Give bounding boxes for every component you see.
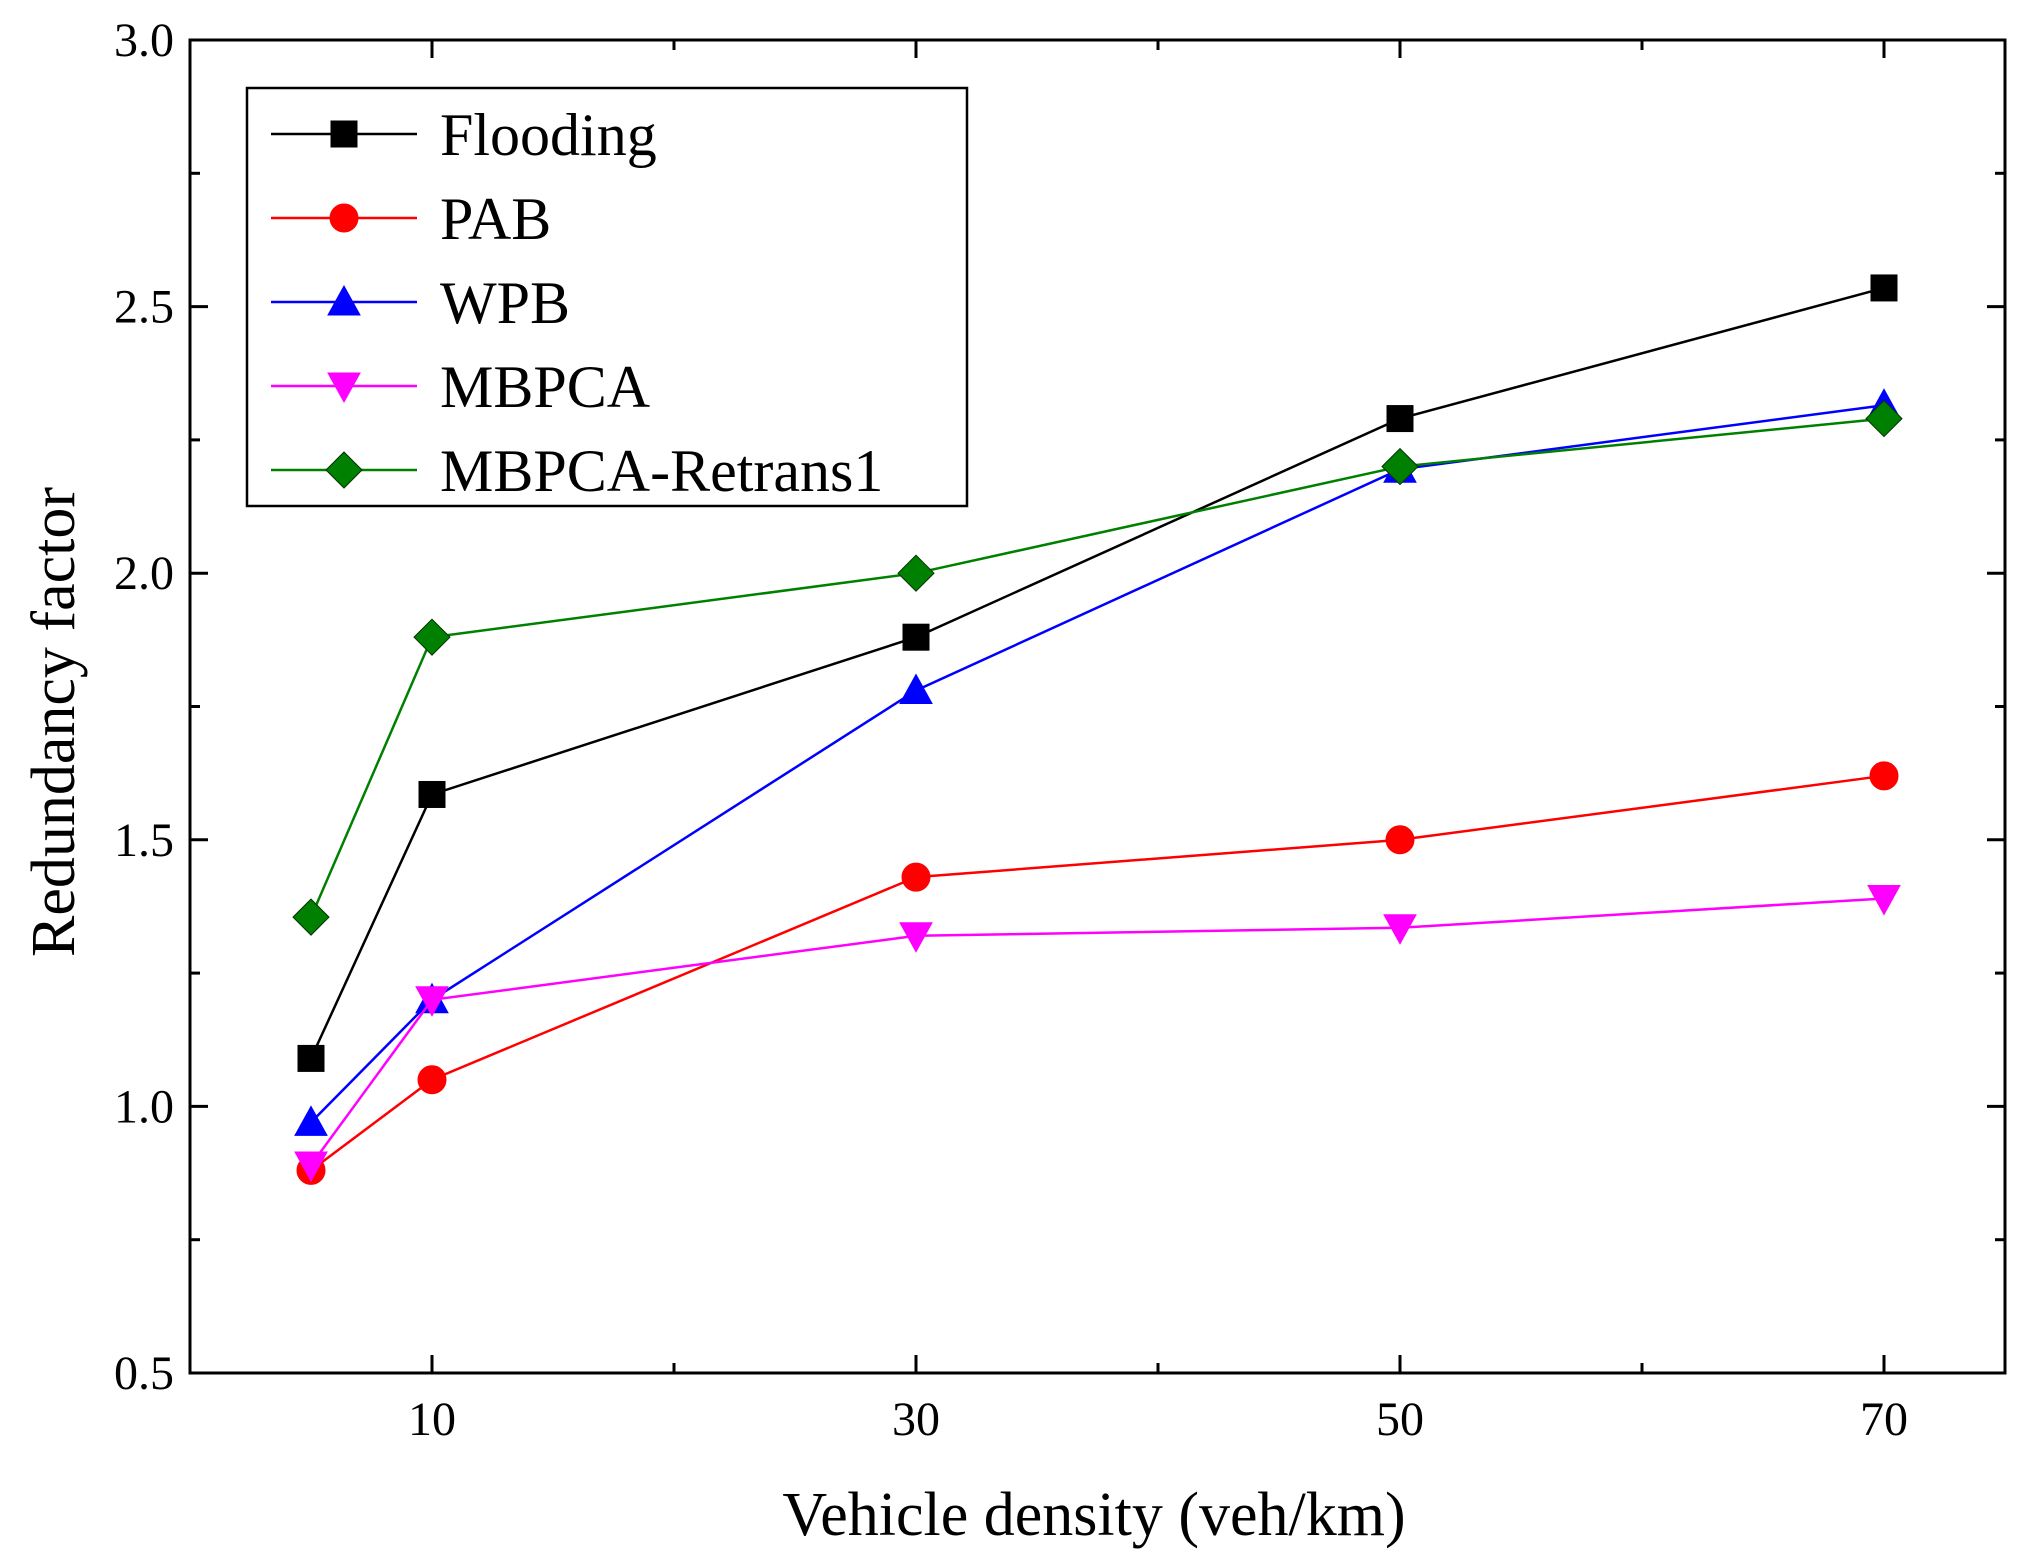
legend-marker-diamond	[325, 451, 363, 489]
y-tick-label: 1.5	[114, 814, 174, 867]
series-flooding	[297, 274, 1898, 1072]
series-pab	[296, 761, 1899, 1185]
series-mbpca	[294, 884, 1901, 1183]
data-point-flooding	[297, 1044, 325, 1072]
data-point-mbpca-retrans1	[292, 898, 330, 936]
axes: 10 30 50 70 0.5 1.0 1.5 2.0 2.5 3.0	[114, 14, 2007, 1446]
legend-item-wpb: WPB	[271, 270, 570, 336]
data-point-flooding	[418, 780, 446, 808]
legend: Flooding PAB WPB MBPCA MBPCA-Retrans1	[245, 86, 969, 508]
legend-box	[245, 86, 969, 508]
legend-label: PAB	[440, 186, 551, 252]
x-axis-title: Vehicle density (veh/km)	[782, 1481, 1405, 1549]
data-point-pab	[1869, 761, 1899, 791]
legend-marker-triangle-down	[327, 372, 361, 404]
data-point-flooding	[1870, 274, 1898, 302]
legend-label: WPB	[440, 270, 570, 336]
data-point-pab	[901, 862, 931, 892]
x-tick-label: 50	[1376, 1393, 1424, 1446]
data-point-mbpca-retrans1	[1381, 447, 1419, 486]
data-point-mbpca	[899, 922, 933, 953]
data-point-mbpca	[294, 1151, 328, 1183]
legend-marker-circle	[329, 203, 359, 233]
legend-marker-square	[330, 120, 358, 148]
y-tick-label: 2.0	[114, 547, 174, 600]
data-point-mbpca	[415, 986, 449, 1017]
data-point-pab	[1385, 825, 1415, 855]
y-tick-label: 3.0	[114, 14, 174, 67]
data-point-flooding	[1386, 405, 1414, 433]
data-point-mbpca-retrans1	[897, 554, 935, 592]
x-tick-label: 30	[892, 1393, 940, 1446]
data-point-mbpca	[1867, 884, 1901, 916]
data-point-mbpca	[1383, 914, 1417, 945]
y-tick-label: 0.5	[114, 1347, 174, 1400]
legend-item-mbpca-retrans1: MBPCA-Retrans1	[271, 438, 883, 504]
legend-item-flooding: Flooding	[271, 102, 657, 168]
data-point-mbpca-retrans1	[1865, 399, 1903, 438]
legend-label: MBPCA-Retrans1	[440, 438, 883, 504]
legend-item-pab: PAB	[271, 186, 551, 252]
data-point-wpb	[294, 1105, 328, 1136]
data-point-mbpca-retrans1	[413, 618, 451, 656]
x-tick-label: 70	[1860, 1393, 1908, 1446]
legend-label: MBPCA	[440, 354, 650, 420]
y-tick-label: 1.0	[114, 1080, 174, 1133]
y-tick-label: 2.5	[114, 281, 174, 334]
y-axis-title: Redundancy factor	[20, 487, 88, 957]
data-point-flooding	[902, 623, 930, 651]
legend-item-mbpca: MBPCA	[271, 354, 650, 420]
x-tick-label: 10	[408, 1393, 456, 1446]
data-point-wpb	[899, 673, 933, 705]
plot-area	[292, 274, 1903, 1185]
series-mbpca-retrans1	[292, 399, 1903, 936]
data-point-pab	[417, 1065, 447, 1095]
legend-label: Flooding	[440, 102, 657, 168]
legend-marker-triangle-up	[327, 284, 361, 316]
